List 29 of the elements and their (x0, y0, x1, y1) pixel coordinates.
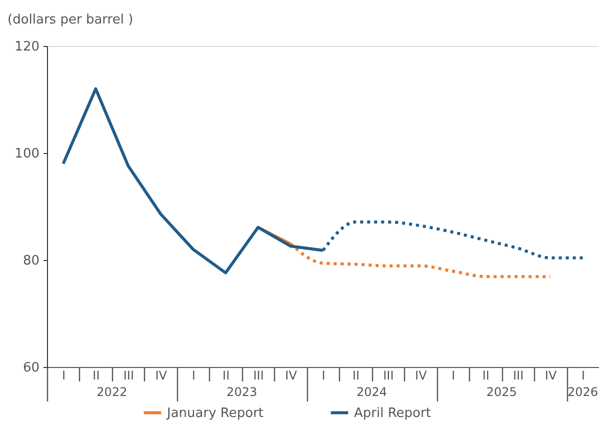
x-tick-label: I (192, 368, 196, 382)
text: 2022 (96, 385, 128, 399)
x-tick-label: III (253, 368, 264, 382)
x-tick-label: II (222, 368, 230, 382)
legend-label: April Report (354, 406, 431, 421)
x-tick-label: IV (415, 368, 428, 382)
x-tick-label: I (322, 368, 326, 382)
x-tick-label: II (92, 368, 100, 382)
legend-label: January Report (166, 406, 264, 421)
text: 2023 (226, 385, 258, 399)
x-tick-label: I (581, 368, 586, 382)
x-tick-label: I (452, 368, 456, 382)
x-tick-label: III (123, 368, 134, 382)
y-tick-label: 120 (14, 40, 40, 54)
y-tick-label: 80 (22, 254, 40, 268)
text: 2025 (486, 385, 517, 399)
y-tick-label: 100 (14, 146, 40, 162)
x-tick-label: III (383, 368, 394, 382)
x-tick-label: II (482, 368, 490, 382)
x-tick-label: I (62, 368, 66, 382)
x-tick-label: II (352, 368, 360, 382)
x-tick-label: IV (544, 368, 558, 382)
x-tick-label: III (513, 368, 524, 382)
text: 2026 (567, 385, 598, 399)
text: 2024 (356, 385, 387, 399)
y-axis-title: (dollars per barrel ) (8, 12, 134, 28)
x-tick-label: IV (155, 368, 168, 382)
x-tick-label: IV (285, 368, 298, 382)
y-tick-label: 60 (22, 360, 40, 376)
